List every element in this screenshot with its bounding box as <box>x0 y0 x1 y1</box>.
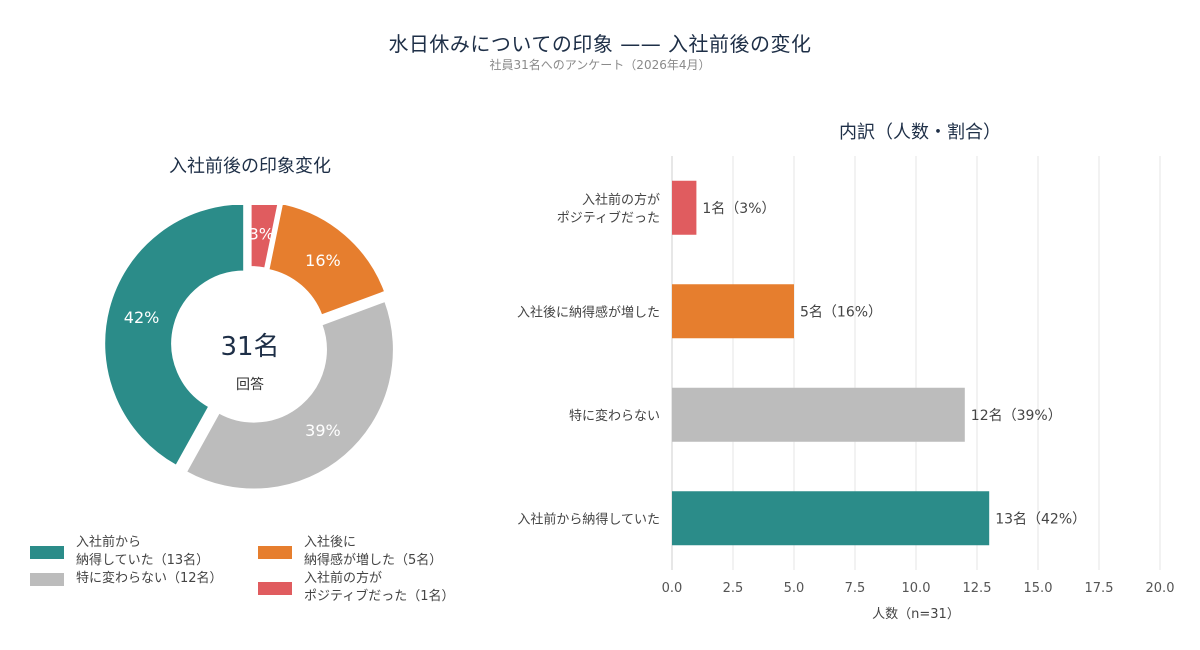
bar <box>672 491 990 546</box>
legend-swatch <box>258 545 292 559</box>
x-tick-label: 15.0 <box>1024 581 1053 596</box>
bar-value-label: 1名（3%） <box>702 201 775 217</box>
legend-label: 入社後に 納得感が増した（5名） <box>304 535 443 568</box>
donut-center-label: 回答 <box>236 376 264 393</box>
x-tick-label: 2.5 <box>723 581 744 596</box>
bar <box>672 387 965 442</box>
bar-chart: 0.0 2.5 5.0 7.5 10.0 12.5 15.0 17.5 20.0 1名（3%） 入社… <box>517 156 1175 622</box>
x-tick-label: 7.5 <box>845 581 866 596</box>
page-subtitle: 社員31名へのアンケート（2026年4月） <box>489 58 711 72</box>
y-category-label: 特に変わらない <box>569 408 660 424</box>
bar-value-label: 5名（16%） <box>800 304 882 320</box>
y-category-label: 入社後に納得感が増した <box>517 304 660 320</box>
slice-percent-label: 16% <box>305 251 341 270</box>
legend-label: 特に変わらない（12名） <box>76 571 223 586</box>
donut-slice <box>184 299 395 491</box>
page-title: 水日休みについての印象 —— 入社前後の変化 <box>388 32 812 56</box>
y-category-label: 入社前の方がポジティブだった <box>557 192 660 226</box>
legend-item: 特に変わらない（12名） <box>30 570 223 588</box>
bar <box>672 180 697 235</box>
x-tick-label: 10.0 <box>902 581 931 596</box>
x-axis-label: 人数（n=31） <box>872 607 960 622</box>
legend-swatch <box>258 581 292 595</box>
y-category-label: 入社前から納得していた <box>517 511 660 527</box>
slice-percent-label: 42% <box>124 308 160 327</box>
bar-chart-title: 内訳（人数・割合） <box>839 122 1001 143</box>
legend-label: 入社前から 納得していた（13名） <box>76 535 210 568</box>
x-tick-label: 20.0 <box>1146 581 1175 596</box>
donut-chart-title: 入社前後の印象変化 <box>169 156 331 177</box>
legend-swatch <box>30 572 64 586</box>
x-tick-label: 12.5 <box>963 581 992 596</box>
slice-percent-label: 39% <box>305 421 341 440</box>
legend-item: 入社前の方が ポジティブだった（1名） <box>258 570 455 606</box>
legend-label: 入社前の方が ポジティブだった（1名） <box>304 571 455 604</box>
legend-swatch <box>30 545 64 559</box>
slice-percent-label: 3% <box>249 225 274 244</box>
donut-slice <box>249 205 280 270</box>
donut-slice <box>103 205 246 468</box>
x-tick-label: 0.0 <box>662 581 683 596</box>
bar-value-label: 13名（42%） <box>995 511 1086 527</box>
x-tick-label: 5.0 <box>784 581 805 596</box>
legend-item: 入社後に 納得感が増した（5名） <box>258 534 442 570</box>
legend-item: 入社前から 納得していた（13名） <box>30 534 209 570</box>
donut-legend: 入社前から 納得していた（13名） 入社後に 納得感が増した（5名） 特に変わら… <box>30 530 470 640</box>
x-tick-label: 17.5 <box>1085 581 1114 596</box>
donut-center-value: 31名 <box>220 332 279 362</box>
bar <box>672 284 794 339</box>
bar-value-label: 12名（39%） <box>971 408 1062 424</box>
donut-slice <box>267 205 387 317</box>
